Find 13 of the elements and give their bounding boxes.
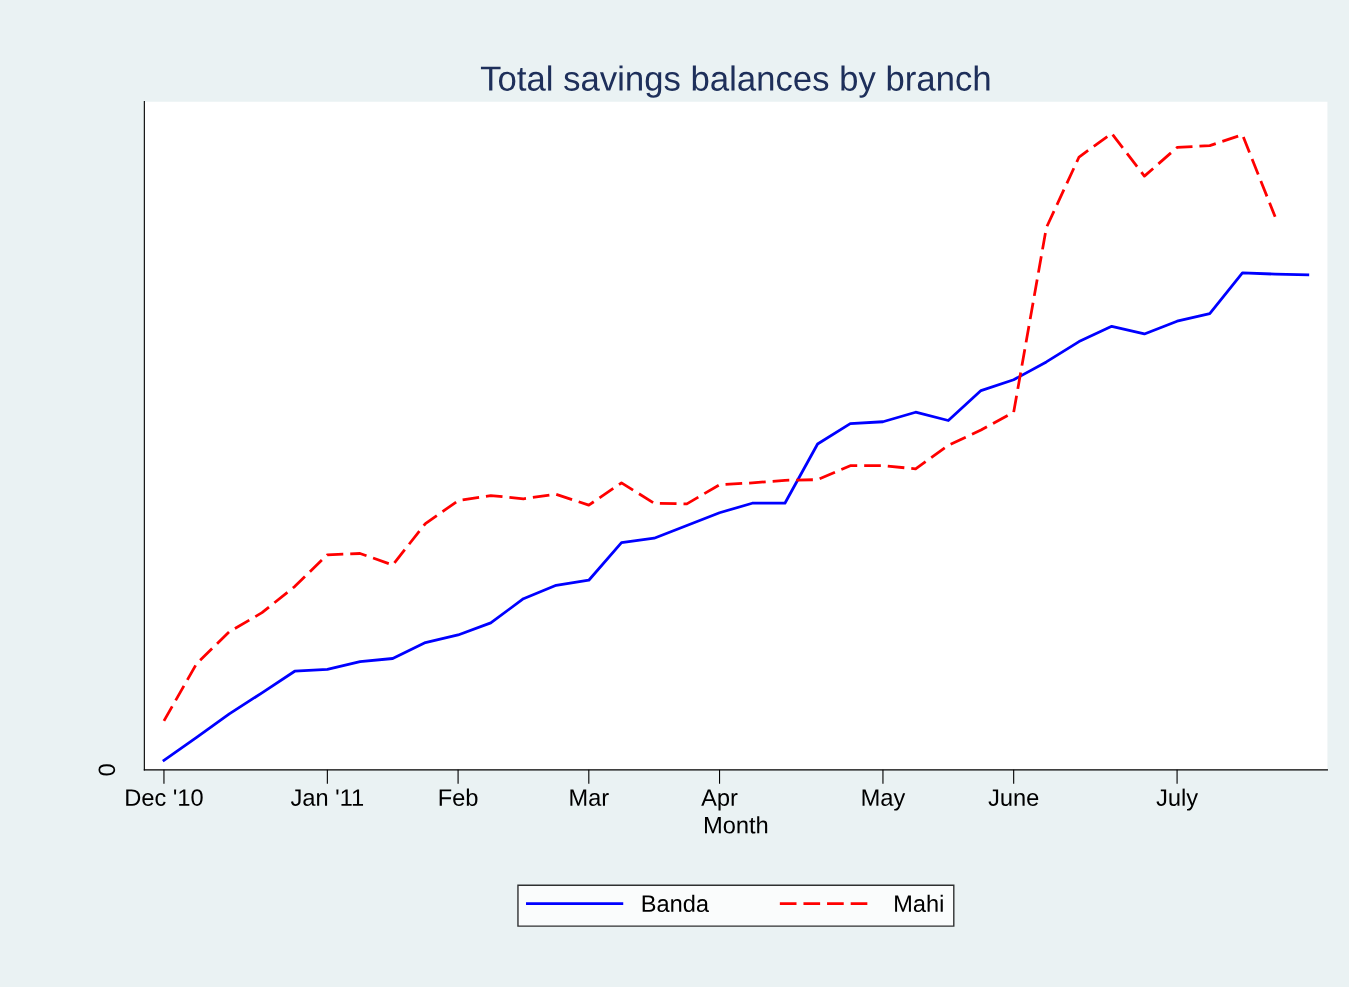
text: 0 xyxy=(98,764,116,776)
x-tick-label: Apr xyxy=(701,789,738,811)
x-axis-title: Month xyxy=(705,816,768,834)
x-tick-label: Mar xyxy=(570,789,609,806)
x-tick-label: July xyxy=(1156,788,1199,811)
legend-label: Banda xyxy=(642,894,710,913)
chart-title: Total savings balances by branch xyxy=(480,65,990,98)
legend-label: Mahi xyxy=(895,894,943,913)
x-tick-label: May xyxy=(862,789,906,811)
x-tick-label: June xyxy=(988,789,1039,806)
x-tick-label: Dec '10 xyxy=(126,789,203,806)
x-tick-label: Feb xyxy=(439,788,478,806)
x-tick-label: Jan '11 xyxy=(290,789,364,806)
